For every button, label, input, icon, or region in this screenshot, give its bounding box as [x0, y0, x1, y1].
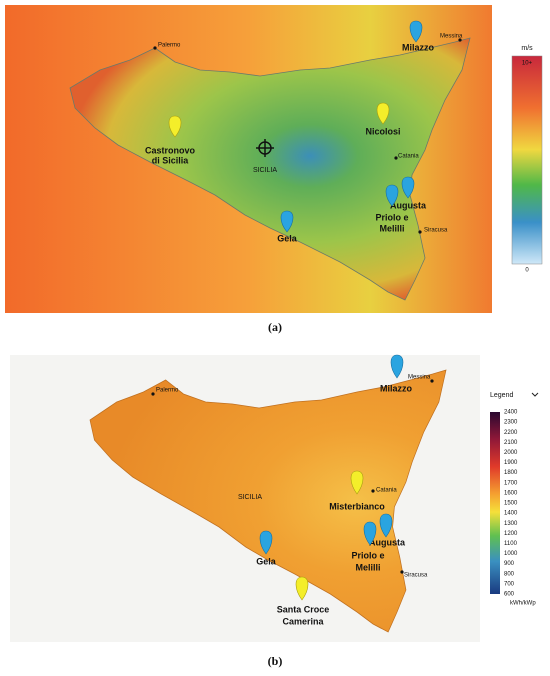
legend-tick-label: 2400	[504, 410, 518, 416]
place: Palermo	[156, 388, 179, 394]
place: Gela	[256, 556, 277, 566]
pin	[385, 184, 399, 207]
place: Catania	[376, 488, 397, 494]
city-dot	[400, 570, 404, 574]
pin	[168, 115, 182, 138]
legend-ticks: 2400 2300 2200 2100 2000 1900 1800 1700 1600 1500…	[504, 410, 518, 598]
place: Milazzo	[380, 383, 413, 393]
legend-tick-label: 2100	[504, 440, 518, 446]
pin	[363, 521, 377, 546]
pin	[409, 20, 423, 43]
legend-tick-label: 2200	[504, 430, 518, 436]
pin	[350, 470, 364, 495]
place: Melilli	[355, 562, 380, 572]
colorbar	[511, 55, 543, 265]
legend-tick-label: 1300	[504, 521, 518, 527]
legend-tick-label: 1200	[504, 531, 518, 537]
pin	[390, 354, 404, 379]
legend-tick-label: 1800	[504, 470, 518, 476]
place: Messina	[408, 375, 431, 381]
panel-a: m/s 10+ 0 Palermo Messina Milazzo Castro…	[5, 5, 543, 334]
place: Siracusa	[404, 573, 428, 579]
scale-min: 0	[525, 268, 529, 274]
legend-tick-label: 1400	[504, 511, 518, 517]
place: Milazzo	[402, 42, 435, 52]
place: Melilli	[379, 223, 404, 233]
city-dot	[430, 379, 434, 383]
pin	[376, 102, 390, 125]
legend-tick-label: 800	[504, 571, 515, 577]
place: Gela	[277, 233, 298, 243]
place: Messina	[440, 34, 463, 40]
legend-tick-label: 700	[504, 581, 515, 587]
place: Nicolosi	[365, 126, 400, 136]
city-dot	[153, 46, 157, 50]
legend-tick-label: 1100	[504, 541, 518, 547]
place: Santa Croce	[277, 604, 330, 614]
place: Priolo e	[351, 550, 384, 560]
city-dot	[371, 489, 375, 493]
place: Priolo e	[375, 212, 408, 222]
legend-tick-label: 1600	[504, 490, 518, 496]
panel-b: Legend kWh/kWp 2400 2300 2200 2100 2000 1900 1…	[10, 354, 539, 668]
place: Catania	[398, 154, 419, 160]
legend-tick-label: 600	[504, 592, 515, 598]
legend-tick-label: 2000	[504, 450, 518, 456]
chevron	[531, 392, 539, 397]
unit: kWh/kWp	[510, 601, 536, 607]
place: Augusta	[390, 200, 427, 210]
pin	[401, 176, 415, 199]
crosshair	[256, 139, 274, 157]
place: Augusta	[369, 537, 406, 547]
colorbar	[490, 412, 500, 594]
legend-tick-label: 1900	[504, 460, 518, 466]
city-dot	[151, 392, 155, 396]
place: di Sicilia	[152, 155, 190, 165]
pin	[280, 210, 294, 233]
place: SICILIA	[253, 167, 277, 174]
legend-tick-label: 900	[504, 561, 515, 567]
scale-max: 10+	[522, 61, 533, 67]
caption: (b)	[268, 654, 283, 668]
legend-tick-label: 2300	[504, 420, 518, 426]
caption: (a)	[268, 320, 282, 334]
legend-tick-label: 1700	[504, 480, 518, 486]
pin	[259, 530, 273, 555]
place: SICILIA	[238, 494, 262, 501]
legend-tick-label: 1500	[504, 501, 518, 507]
place: Siracusa	[424, 228, 448, 234]
unit: m/s	[521, 45, 533, 52]
pin	[295, 576, 309, 601]
city-dot	[394, 156, 398, 160]
city-dot	[418, 230, 422, 234]
place: Camerina	[282, 616, 324, 626]
pin	[379, 513, 393, 538]
place: Misterbianco	[329, 501, 385, 511]
place: Palermo	[158, 43, 181, 49]
place: Castronovo	[145, 145, 196, 155]
legend-tick-label: 1000	[504, 551, 518, 557]
legend-title: Legend	[490, 392, 513, 399]
city-dot	[458, 38, 462, 42]
